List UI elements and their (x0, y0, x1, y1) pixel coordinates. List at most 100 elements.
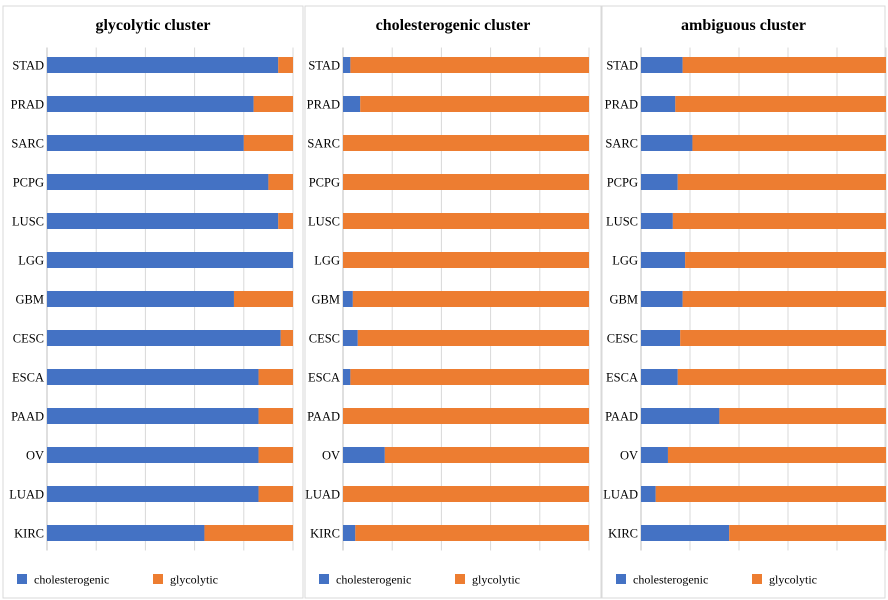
tick-label: KIRC (310, 527, 340, 541)
bar-glycolytic-LUAD (655, 486, 886, 502)
bar-glycolytic-GBM (352, 291, 589, 307)
bar-cholesterogenic-PCPG (641, 174, 678, 190)
bar-cholesterogenic-STAD (641, 57, 683, 73)
bar-glycolytic-PCPG (677, 174, 886, 190)
bar-cholesterogenic-STAD (343, 57, 351, 73)
bar-glycolytic-STAD (682, 57, 886, 73)
tick-label: PCPG (309, 176, 340, 190)
bar-glycolytic-PRAD (360, 96, 589, 112)
legend-swatch-cholesterogenic (616, 574, 626, 584)
bar-cholesterogenic-ESCA (641, 369, 678, 385)
tick-label: PAAD (605, 410, 638, 424)
bar-cholesterogenic-LUAD (47, 486, 259, 502)
bar-glycolytic-LUSC (343, 213, 589, 229)
bar-cholesterogenic-KIRC (343, 525, 356, 541)
bar-glycolytic-LGG (343, 252, 589, 268)
tick-label: STAD (12, 59, 44, 73)
legend-swatch-glycolytic (455, 574, 465, 584)
legend-swatch-cholesterogenic (17, 574, 27, 584)
tick-label: LUSC (606, 215, 638, 229)
tick-label: GBM (16, 293, 44, 307)
tick-label: PCPG (13, 176, 44, 190)
bar-cholesterogenic-CESC (641, 330, 681, 346)
bar-cholesterogenic-PRAD (343, 96, 361, 112)
tick-label: STAD (308, 59, 340, 73)
tick-label: KIRC (608, 527, 638, 541)
bar-cholesterogenic-LUSC (47, 213, 279, 229)
bar-glycolytic-STAD (278, 57, 293, 73)
bar-glycolytic-SARC (243, 135, 293, 151)
bar-glycolytic-LUSC (672, 213, 886, 229)
bar-cholesterogenic-PAAD (641, 408, 720, 424)
bar-glycolytic-SARC (692, 135, 886, 151)
bar-cholesterogenic-ESCA (47, 369, 259, 385)
legend-label: glycolytic (769, 573, 817, 587)
bar-cholesterogenic-SARC (47, 135, 244, 151)
bar-glycolytic-PAAD (719, 408, 886, 424)
tick-label: PRAD (605, 98, 638, 112)
tick-label: OV (620, 449, 638, 463)
bar-cholesterogenic-SARC (641, 135, 693, 151)
tick-label: LUAD (603, 488, 638, 502)
chart-panel-1: glycolytic cluster STAD PRAD SARC PCPG LUSC LG… (2, 5, 304, 599)
tick-label: GBM (610, 293, 638, 307)
legend-swatch-glycolytic (153, 574, 163, 584)
bar-glycolytic-KIRC (204, 525, 293, 541)
bar-cholesterogenic-LGG (47, 252, 293, 268)
bar-glycolytic-CESC (357, 330, 589, 346)
bar-glycolytic-LGG (685, 252, 886, 268)
bar-glycolytic-SARC (343, 135, 589, 151)
bar-cholesterogenic-PRAD (641, 96, 676, 112)
tick-label: CESC (13, 332, 44, 346)
legend-swatch-glycolytic (752, 574, 762, 584)
bar-cholesterogenic-KIRC (47, 525, 205, 541)
tick-label: PCPG (607, 176, 638, 190)
bar-glycolytic-PRAD (253, 96, 293, 112)
chart-title: cholesterogenic cluster (376, 17, 531, 34)
tick-label: OV (322, 449, 340, 463)
bar-glycolytic-PCPG (343, 174, 589, 190)
legend: cholesterogenic glycolytic (319, 573, 520, 587)
bar-glycolytic-PRAD (675, 96, 886, 112)
bar-glycolytic-LUSC (278, 213, 293, 229)
tick-label: LUSC (308, 215, 340, 229)
tick-label: SARC (307, 137, 340, 151)
chart-title: glycolytic cluster (95, 17, 210, 34)
tick-label: GBM (312, 293, 340, 307)
legend-label: cholesterogenic (633, 573, 708, 587)
bar-cholesterogenic-CESC (343, 330, 358, 346)
bar-cholesterogenic-OV (47, 447, 259, 463)
legend-swatch-cholesterogenic (319, 574, 329, 584)
bar-glycolytic-PAAD (343, 408, 589, 424)
tick-label: PAAD (307, 410, 340, 424)
bar-cholesterogenic-LUSC (641, 213, 673, 229)
chart-title: ambiguous cluster (681, 17, 806, 34)
panel-border (304, 5, 602, 599)
chart-panel-3: ambiguous cluster STAD PRAD SARC PCPG LUSC LGG… (601, 5, 887, 599)
bar-glycolytic-LUAD (343, 486, 589, 502)
bar-cholesterogenic-PAAD (47, 408, 259, 424)
legend: cholesterogenic glycolytic (17, 573, 218, 587)
bar-glycolytic-GBM (682, 291, 886, 307)
panel-border (2, 5, 304, 599)
tick-label: SARC (605, 137, 638, 151)
tick-label: PRAD (307, 98, 340, 112)
tick-label: ESCA (606, 371, 638, 385)
bar-glycolytic-LUAD (258, 486, 293, 502)
bar-glycolytic-PCPG (268, 174, 293, 190)
tick-label: LUAD (9, 488, 44, 502)
chart-panel-2: cholesterogenic cluster STAD PRAD SARC PCPG L… (304, 5, 602, 599)
bar-cholesterogenic-GBM (47, 291, 234, 307)
bar-glycolytic-KIRC (729, 525, 886, 541)
bar-glycolytic-STAD (350, 57, 589, 73)
bar-cholesterogenic-OV (343, 447, 385, 463)
tick-label: ESCA (12, 371, 44, 385)
bar-cholesterogenic-PCPG (47, 174, 269, 190)
bar-glycolytic-OV (667, 447, 886, 463)
tick-label: PAAD (11, 410, 44, 424)
tick-label: ESCA (308, 371, 340, 385)
legend-label: cholesterogenic (336, 573, 411, 587)
bar-cholesterogenic-LUAD (641, 486, 656, 502)
legend-label: glycolytic (472, 573, 520, 587)
